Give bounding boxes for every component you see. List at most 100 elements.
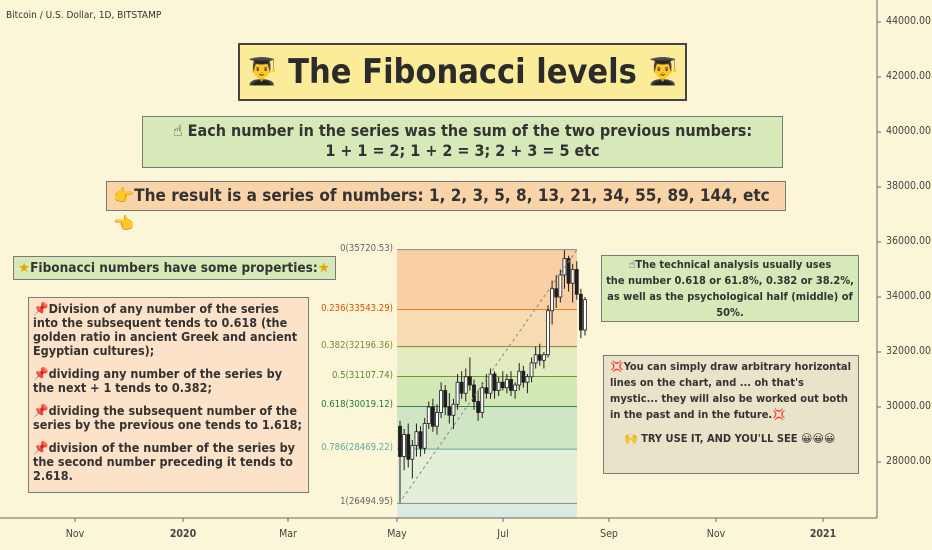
candle-body[interactable]: [414, 431, 419, 446]
candle-body[interactable]: [521, 370, 526, 383]
mystic-box[interactable]: 💢You can simply draw arbitrary horizonta…: [603, 355, 859, 474]
candle-body[interactable]: [558, 274, 563, 298]
candle-body[interactable]: [439, 390, 444, 413]
pin-icon: 📌: [33, 366, 49, 381]
property-item: 📌Division of any number of the series in…: [33, 301, 298, 358]
grinning-face-icon: 😀😀😀: [800, 432, 836, 445]
candle-body[interactable]: [583, 299, 587, 331]
x-axis-tick-label: Sep: [600, 528, 618, 540]
fib-level-label: 0.5(31107.74): [331, 369, 393, 381]
fib-level-label: 0(35720.53): [340, 242, 393, 254]
candle-body[interactable]: [451, 403, 456, 416]
y-axis-tick-label: 44000.00: [886, 15, 932, 27]
candle-body[interactable]: [402, 434, 407, 457]
fib-level-label: 0.618(30019.12): [321, 399, 393, 411]
properties-heading-box[interactable]: ★Fibonacci numbers have some properties:…: [13, 256, 336, 280]
mystic-cta: TRY USE IT, AND YOU'LL SEE: [641, 432, 798, 445]
collision-icon: 💢: [610, 360, 624, 373]
candle-body[interactable]: [398, 425, 402, 457]
x-axis-tick-label: 2020: [169, 528, 197, 540]
properties-heading: Fibonacci numbers have some properties:: [30, 260, 318, 276]
candle-body[interactable]: [509, 379, 513, 391]
fib-band: [397, 249, 577, 310]
candle-body[interactable]: [529, 362, 534, 378]
candle-body[interactable]: [541, 354, 546, 361]
candle-body[interactable]: [525, 376, 530, 383]
candle-body[interactable]: [426, 406, 431, 424]
candle-body[interactable]: [546, 310, 550, 356]
y-axis-tick-label: 40000.00: [886, 125, 932, 137]
fib-band: [397, 503, 577, 518]
x-axis-tick-label: Mar: [279, 528, 297, 540]
x-axis-tick-label: 2021: [809, 528, 837, 540]
star-icon: ★: [317, 260, 330, 276]
pointing-left-icon: 👈: [113, 214, 135, 234]
pin-icon: 📌: [33, 440, 49, 455]
fib-level-label: 0.236(33543.29): [321, 302, 393, 314]
sum-rule-line2: 1 + 1 = 2; 1 + 2 = 3; 2 + 3 = 5 etc: [325, 141, 600, 160]
candle-body[interactable]: [406, 434, 411, 460]
star-icon: ★: [18, 260, 31, 276]
candle-body[interactable]: [418, 431, 423, 449]
ta-usage-line: the number 0.618 or 61.8%, 0.382 or 38.2…: [606, 274, 854, 287]
property-item: 📌dividing the subsequent number of the s…: [33, 403, 302, 432]
candle-body[interactable]: [472, 384, 476, 402]
title-box[interactable]: 👨‍🎓 The Fibonacci levels 👨‍🎓: [238, 43, 687, 101]
pointing-up-icon: ☝: [172, 121, 183, 140]
candle-body[interactable]: [447, 406, 452, 416]
y-axis-tick-label: 34000.00: [886, 290, 932, 302]
pointing-right-icon: 👉: [113, 186, 135, 206]
candle-body[interactable]: [504, 379, 509, 389]
series-box[interactable]: 👉The result is a series of numbers: 1, 2…: [106, 181, 786, 234]
fib-band: [397, 449, 577, 504]
candle-body[interactable]: [574, 269, 579, 295]
y-axis-tick-label: 42000.00: [886, 70, 932, 82]
candle-body[interactable]: [422, 423, 427, 449]
candle-body[interactable]: [467, 376, 472, 386]
fib-trend-line[interactable]: [398, 249, 578, 504]
candle-body[interactable]: [578, 293, 583, 331]
student-emoji-icon: 👨‍🎓: [646, 57, 680, 87]
y-axis-tick-label: 36000.00: [886, 235, 932, 247]
fib-band: [397, 309, 577, 347]
candle-body[interactable]: [435, 412, 439, 427]
sum-rule-box[interactable]: ☝ Each number in the series was the sum …: [142, 116, 783, 168]
candle-body[interactable]: [480, 387, 485, 413]
candle-body[interactable]: [537, 354, 542, 361]
candle-body[interactable]: [500, 381, 505, 389]
properties-list-box[interactable]: 📌Division of any number of the series in…: [28, 297, 309, 493]
candle-body[interactable]: [430, 406, 435, 427]
candle-body[interactable]: [476, 401, 481, 413]
title-text: The Fibonacci levels: [288, 52, 637, 92]
candle-body[interactable]: [488, 373, 493, 394]
fib-level-label: 1(26494.95): [340, 496, 393, 508]
candle-body[interactable]: [496, 381, 501, 391]
ta-usage-line: as well as the psychological half (middl…: [607, 290, 853, 319]
candle-body[interactable]: [484, 387, 489, 394]
candle-body[interactable]: [513, 384, 518, 391]
candle-body[interactable]: [517, 370, 522, 386]
collision-icon: 💢: [772, 408, 786, 421]
candle-body[interactable]: [570, 269, 575, 284]
property-item: 📌dividing any number of the series by th…: [33, 366, 283, 395]
pointing-up-icon: ☝: [628, 258, 636, 271]
ta-usage-box[interactable]: ☝The technical analysis usually uses the…: [601, 255, 859, 322]
symbol-title: Bitcoin / U.S. Dollar, 1D, BITSTAMP: [6, 10, 162, 21]
property-item: 📌division of the number of the series by…: [33, 440, 295, 483]
candle-body[interactable]: [550, 288, 555, 312]
candle-body[interactable]: [533, 354, 538, 364]
candle-body[interactable]: [455, 381, 460, 405]
candle-body[interactable]: [492, 373, 497, 391]
candle-body[interactable]: [463, 376, 468, 394]
candle-body[interactable]: [459, 381, 464, 394]
y-axis-tick-label: 38000.00: [886, 180, 932, 192]
fib-level-label: 0.786(28469.22): [321, 442, 393, 454]
ta-usage-line: The technical analysis usually uses: [635, 258, 832, 271]
candle-body[interactable]: [554, 288, 559, 298]
x-axis-tick-label: Nov: [706, 528, 726, 540]
candle-body[interactable]: [566, 258, 571, 284]
candle-body[interactable]: [410, 445, 415, 460]
candle-body[interactable]: [443, 390, 448, 408]
